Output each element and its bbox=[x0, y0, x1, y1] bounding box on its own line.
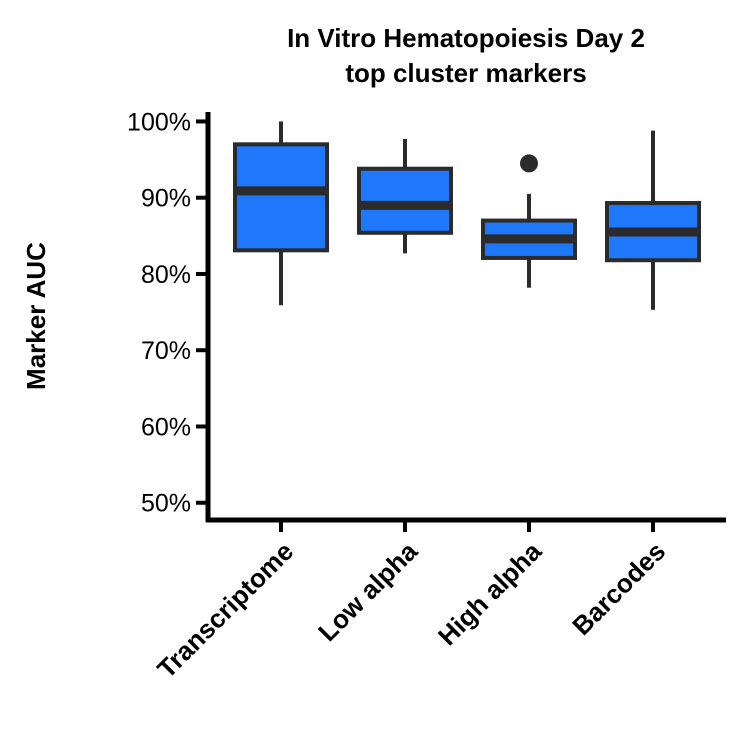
chart-title: In Vitro Hematopoiesis Day 2 bbox=[287, 23, 645, 53]
plot-area: 50% 60% 70% 80% 90% 100% Transcriptome Low alph… bbox=[127, 108, 726, 684]
x-tick-label: Barcodes bbox=[566, 536, 671, 641]
box-iqr bbox=[357, 166, 453, 235]
chart-subtitle: top cluster markers bbox=[345, 58, 586, 88]
y-tick-label: 90% bbox=[141, 185, 191, 213]
y-tick-label: 100% bbox=[127, 108, 191, 136]
x-tick-label: Low alpha bbox=[312, 536, 423, 647]
y-tick-label: 70% bbox=[141, 337, 191, 365]
box-iqr bbox=[233, 142, 329, 253]
x-tick-label: Transcriptome bbox=[151, 536, 299, 684]
outlier-point bbox=[520, 154, 538, 173]
y-tick-label: 50% bbox=[141, 490, 191, 518]
y-tick-label: 80% bbox=[141, 261, 191, 289]
x-tick-label: High alpha bbox=[432, 536, 548, 652]
y-tick-label: 60% bbox=[141, 413, 191, 441]
y-axis-label: Marker AUC bbox=[21, 242, 51, 390]
